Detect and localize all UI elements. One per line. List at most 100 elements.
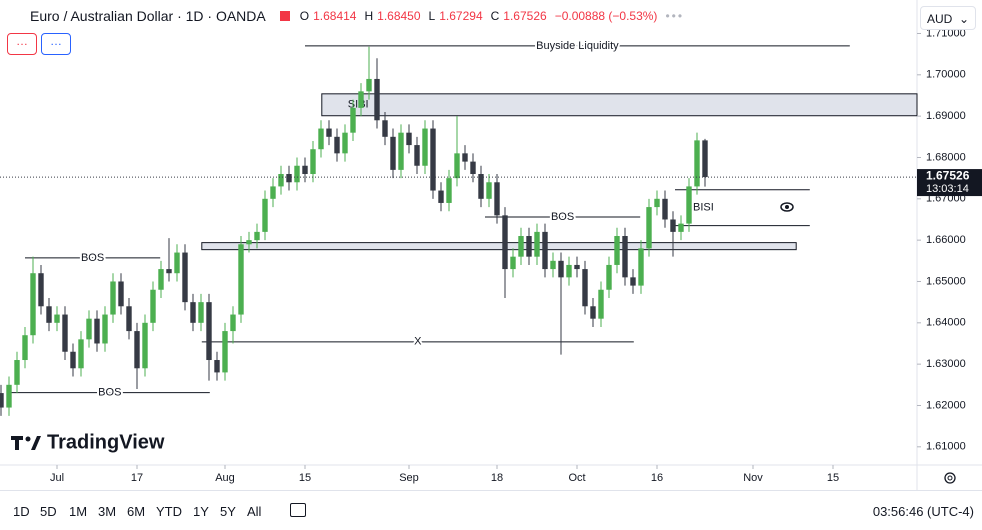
x-tick-label: 16 [651,472,663,484]
range-button[interactable]: YTD [156,504,182,519]
candle-body [574,264,580,270]
annotation-label: BOS [81,252,104,264]
candle-body [454,153,460,179]
candle-body [430,128,436,191]
range-button[interactable]: 1D [13,504,30,519]
ohlc-label: L [428,9,436,23]
range-button[interactable]: All [247,504,262,519]
x-tick-label: Sep [399,472,419,484]
price-tag-value: 1.67526 [926,169,970,183]
candle-body [502,215,508,270]
candle-body [398,132,404,170]
x-tick-label: Aug [215,472,235,484]
candle-body [526,236,532,257]
currency: AUD [927,12,953,26]
candle-body [462,153,468,162]
candle-body [166,269,172,274]
candle-body [238,244,244,315]
indicator-button[interactable]: … [7,33,37,55]
ohlc-label: O [299,9,310,23]
candle-body [630,277,636,286]
candle-body [222,331,228,373]
symbol-title[interactable]: Euro / Australian Dollar · 1D · OANDA [30,8,266,24]
logo-mark [11,436,41,450]
candle-body [614,236,620,265]
y-tick-label: 1.63000 [926,358,966,370]
candle-body [270,186,276,199]
candle-body [278,174,284,187]
candle-body [582,269,588,307]
candle-body [334,136,340,154]
candle-body [54,314,60,323]
candle-body [286,174,292,183]
candle-body [262,198,268,232]
range-button[interactable]: 1M [69,504,88,519]
more-dots[interactable]: ••• [665,9,685,23]
x-tick-label: Jul [50,472,64,484]
candle-body [62,314,68,352]
candle-body [590,306,596,319]
annotation-box [201,242,797,251]
range-button[interactable]: 1Y [193,504,209,519]
candle-body [606,264,612,290]
ohlc-value: 1.67526 [503,9,547,23]
y-tick-label: 1.69000 [926,110,966,122]
currency-dropdown[interactable]: AUD ⌄ [920,6,976,30]
candle-body [486,182,492,199]
indicator-button[interactable]: … [41,33,71,55]
candle-body [366,78,372,92]
candle-body [198,302,204,323]
candle-body [702,140,708,178]
y-tick-label: 1.68000 [926,151,966,163]
candle-body [686,186,692,224]
range-button[interactable]: 5Y [220,504,236,519]
candle-body [470,161,476,175]
candle-body [694,140,700,187]
candle-body [638,248,644,286]
x-tick-label: Oct [568,472,585,484]
candle-body [142,322,148,369]
candle-body [206,302,212,361]
x-tick-label: Nov [743,472,763,484]
candle-body [422,128,428,166]
candle-body [70,351,76,369]
range-button[interactable]: 5D [40,504,57,519]
settings-icon[interactable] [944,472,956,484]
logo-text: TradingView [47,431,165,453]
candle-body [318,128,324,150]
chart: TradingView Buyside LiquiditySIBIBOSBOSX… [0,0,982,490]
y-tick-label: 1.61000 [926,441,966,453]
candle-body [478,174,484,199]
candle-body [310,149,316,175]
x-tick-label: 17 [131,472,143,484]
bottom-toolbar: 1D 5D 1M 3M 6M YTD 1Y 5Y All 03:56:46 (U… [0,490,982,530]
y-tick-label: 1.64000 [926,317,966,329]
ohlc-label: C [490,9,500,23]
calendar-icon[interactable] [290,503,306,517]
eye-icon[interactable] [780,202,794,212]
annotation-label: Buyside Liquidity [536,40,619,52]
candle-body [14,360,20,385]
candle-body [622,236,628,278]
candle-body [46,306,52,323]
candle-body [6,384,12,408]
candle-body [558,260,564,278]
candle-body [438,190,444,203]
candle-body [302,165,308,175]
range-button[interactable]: 3M [98,504,117,519]
range-button[interactable]: 6M [127,504,146,519]
ohlc-value: 1.68450 [377,9,421,23]
x-tick-label: 18 [491,472,503,484]
clock[interactable]: 03:56:46 (UTC-4) [872,504,974,519]
candle-body [94,318,100,344]
chevron: ⌄ [958,12,969,26]
candle-body [446,178,452,203]
candle-body [598,289,604,319]
y-tick-label: 1.65000 [926,275,966,287]
candle-body [382,120,388,137]
x-tick-label: 15 [827,472,839,484]
candle-body [246,240,252,245]
candle-body [678,223,684,232]
y-tick-label: 1.70000 [926,69,966,81]
